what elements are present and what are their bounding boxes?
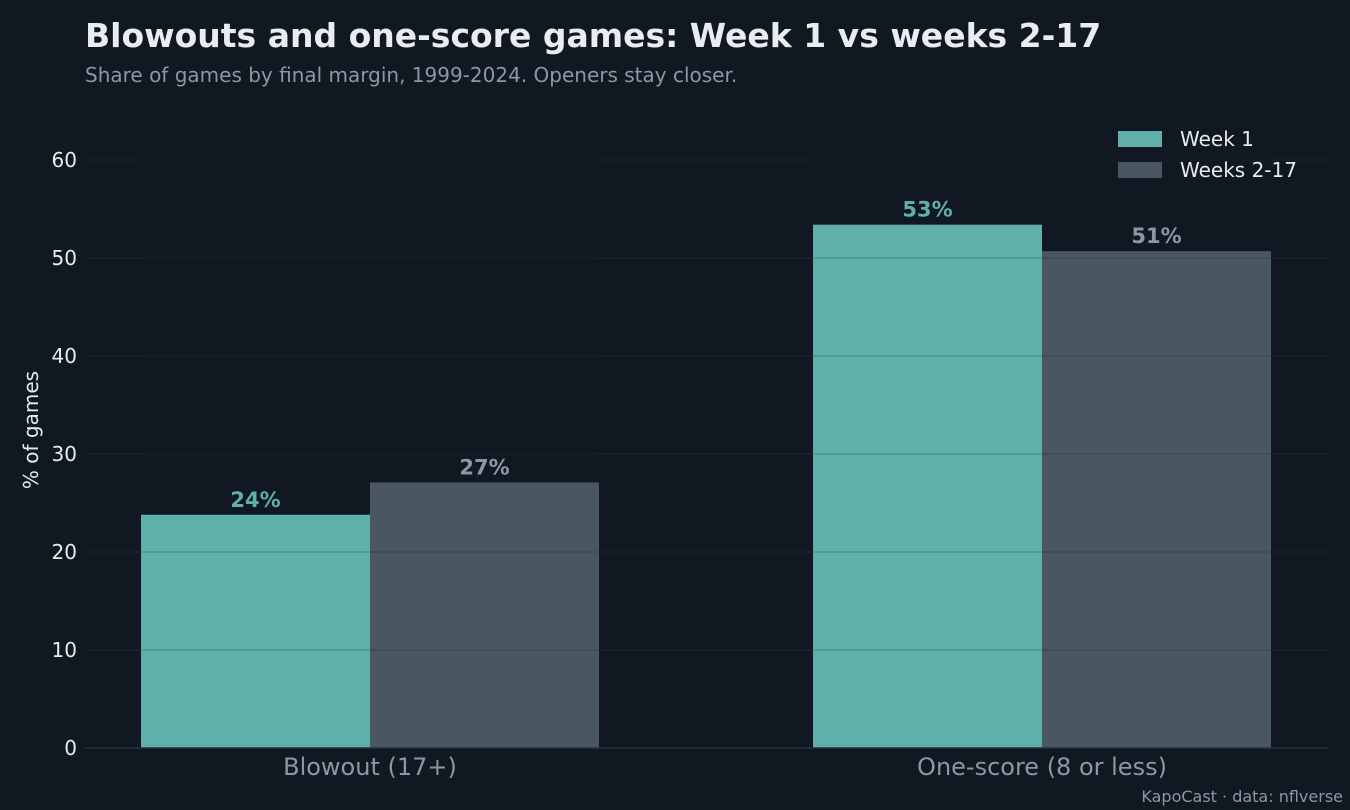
y-tick-label: 0 bbox=[64, 736, 77, 760]
legend-label: Weeks 2-17 bbox=[1180, 158, 1297, 182]
legend-label: Week 1 bbox=[1180, 127, 1254, 151]
bar-value-label: 27% bbox=[459, 455, 509, 479]
bar-value-label: 53% bbox=[902, 198, 952, 222]
chart-title: Blowouts and one-score games: Week 1 vs … bbox=[85, 16, 1102, 55]
chart-subtitle: Share of games by final margin, 1999-202… bbox=[85, 63, 738, 87]
legend: Week 1 Weeks 2-17 bbox=[1118, 127, 1297, 182]
bar-week1 bbox=[813, 224, 1042, 748]
bar-value-label: 51% bbox=[1131, 224, 1181, 248]
bars bbox=[141, 224, 1271, 748]
bar-weeks2-17 bbox=[1042, 251, 1271, 748]
y-tick-label: 60 bbox=[52, 148, 77, 172]
y-tick-label: 30 bbox=[52, 442, 77, 466]
x-category-label: One-score (8 or less) bbox=[917, 753, 1167, 781]
y-tick-label: 50 bbox=[52, 246, 77, 270]
x-category-label: Blowout (17+) bbox=[283, 753, 457, 781]
y-tick-label: 40 bbox=[52, 344, 77, 368]
legend-swatch bbox=[1118, 131, 1162, 147]
bar-value-label: 24% bbox=[230, 488, 280, 512]
axes: 0 10 20 30 40 50 60 % of games Blowout (17+) One-… bbox=[19, 148, 1328, 781]
y-tick-label: 20 bbox=[52, 540, 77, 564]
legend-swatch bbox=[1118, 162, 1162, 178]
value-labels: 24% 27% 53% 51% bbox=[230, 198, 1181, 512]
bar-week1 bbox=[141, 514, 370, 748]
grid-overlay bbox=[141, 159, 1271, 651]
y-tick-label: 10 bbox=[52, 638, 77, 662]
source-credit: KapoCast · data: nflverse bbox=[1141, 787, 1343, 806]
bar-weeks2-17 bbox=[370, 482, 599, 748]
y-axis-label: % of games bbox=[19, 371, 43, 489]
